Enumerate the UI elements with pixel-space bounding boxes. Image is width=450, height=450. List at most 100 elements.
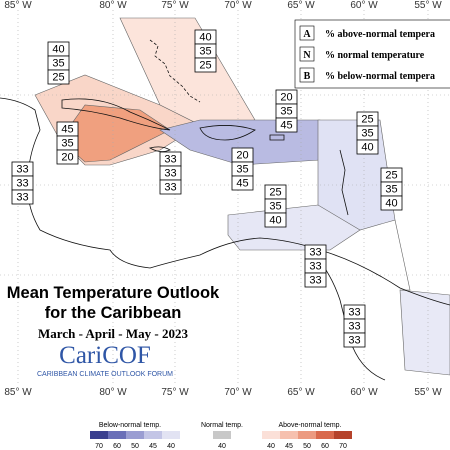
region-guianas xyxy=(399,289,450,376)
longitude-bottom: 85° W xyxy=(4,387,32,398)
prob-value: 45 xyxy=(61,123,73,135)
prob-cell xyxy=(264,212,287,228)
longitude-labels: 85° W 80° W 75° W 70° W 65° W 60° W 55° W 85° W… xyxy=(4,0,442,398)
region-border xyxy=(394,219,411,291)
legend-below-label: Below-normal temp. xyxy=(99,422,161,429)
legend-swatch xyxy=(334,431,352,439)
prob-value: 20 xyxy=(236,149,248,161)
longitude-bottom: 70° W xyxy=(224,387,252,398)
prob-value: 33 xyxy=(164,153,176,165)
title-line1: Mean Temperature Outlook xyxy=(7,284,220,302)
prob-value: 45 xyxy=(236,177,248,189)
bahamas xyxy=(149,39,201,103)
legend-swatch xyxy=(213,431,231,439)
prob-cell xyxy=(56,149,79,165)
legend-tick: 60 xyxy=(113,443,121,450)
legend-normal-label: Normal temp. xyxy=(201,422,243,429)
mainland-coast xyxy=(0,97,450,306)
longitude-top: 80° W xyxy=(99,0,127,11)
prob-value: 35 xyxy=(361,127,373,139)
legend-tick: 70 xyxy=(339,443,347,450)
legend-swatch xyxy=(316,431,334,439)
key-letter-box xyxy=(299,67,315,83)
coastlines xyxy=(0,39,450,381)
prob-value: 40 xyxy=(52,43,64,55)
legend-tick: 40 xyxy=(167,443,175,450)
prob-value: 33 xyxy=(16,177,28,189)
prob-value: 25 xyxy=(52,71,64,83)
legend-tick: 40 xyxy=(267,443,275,450)
prob-value: 35 xyxy=(385,183,397,195)
prob-value: 40 xyxy=(269,214,281,226)
season: March - April - May - 2023 xyxy=(38,326,188,341)
longitude-bottom: 60° W xyxy=(350,387,378,398)
legend-swatch xyxy=(262,431,280,439)
legend-tick: 50 xyxy=(131,443,139,450)
prob-cell xyxy=(194,57,217,73)
prob-value: 25 xyxy=(361,113,373,125)
prob-value: 35 xyxy=(236,163,248,175)
prob-value: 33 xyxy=(16,191,28,203)
logo-subtitle: CARIBBEAN CLIMATE OUTLOOK FORUM xyxy=(37,371,173,378)
prob-value: 33 xyxy=(348,306,360,318)
longitude-top: 70° W xyxy=(224,0,252,11)
prob-value: 20 xyxy=(61,151,73,163)
key-letter-box xyxy=(299,46,315,62)
prob-value: 25 xyxy=(199,59,211,71)
longitude-bottom: 55° W xyxy=(414,387,442,398)
prob-value: 35 xyxy=(61,137,73,149)
prob-value: 33 xyxy=(164,181,176,193)
prob-cell xyxy=(11,189,34,205)
legend-swatch xyxy=(162,431,180,439)
legend-tick: 50 xyxy=(303,443,311,450)
prob-value: 35 xyxy=(280,105,292,117)
prob-value: 45 xyxy=(280,119,292,131)
region-south-caribbean xyxy=(227,204,361,251)
prob-cell xyxy=(275,117,298,133)
key-frame xyxy=(294,19,450,89)
prob-value: 25 xyxy=(385,169,397,181)
prob-cell xyxy=(47,69,70,85)
legend-swatch xyxy=(126,431,144,439)
prob-value: 33 xyxy=(309,246,321,258)
legend-tick: 70 xyxy=(95,443,103,450)
color-legend: 70 60 50 45 40 40 40 45 50 60 70 xyxy=(90,431,352,450)
prob-value: 20 xyxy=(280,91,292,103)
longitude-top: 65° W xyxy=(287,0,315,11)
puerto-rico xyxy=(269,134,285,141)
key-letter-box xyxy=(299,25,315,41)
logo-name: CariCOF xyxy=(59,342,151,369)
longitude-bottom: 75° W xyxy=(161,387,189,398)
longitude-top: 85° W xyxy=(4,0,32,11)
title-line2: for the Caribbean xyxy=(45,304,182,322)
legend-swatch xyxy=(144,431,162,439)
prob-value: 33 xyxy=(164,167,176,179)
prob-value: 25 xyxy=(269,186,281,198)
prob-cell xyxy=(159,179,182,195)
prob-value: 33 xyxy=(348,320,360,332)
key-letter: N xyxy=(303,50,311,61)
prob-value: 33 xyxy=(309,260,321,272)
key-text: % below-normal tempera xyxy=(325,71,435,82)
legend-tick: 45 xyxy=(149,443,157,450)
prob-cell xyxy=(231,175,254,191)
hispaniola xyxy=(199,125,256,141)
legend-tick: 45 xyxy=(285,443,293,450)
lesser-antilles xyxy=(339,149,349,216)
longitude-top: 75° W xyxy=(161,0,189,11)
prob-value: 40 xyxy=(199,31,211,43)
prob-value: 33 xyxy=(348,334,360,346)
legend-tick: 40 xyxy=(218,443,226,450)
legend-swatch xyxy=(108,431,126,439)
legend-tick: 60 xyxy=(321,443,329,450)
key-letter: B xyxy=(304,71,311,82)
legend-swatch xyxy=(90,431,108,439)
prob-value: 35 xyxy=(52,57,64,69)
key-text: % normal temperature xyxy=(325,50,425,61)
key-letter: A xyxy=(303,29,311,40)
legend-above-label: Above-normal temp. xyxy=(278,422,341,429)
prob-value: 35 xyxy=(269,200,281,212)
longitude-bottom: 65° W xyxy=(287,387,315,398)
jamaica xyxy=(148,146,171,152)
